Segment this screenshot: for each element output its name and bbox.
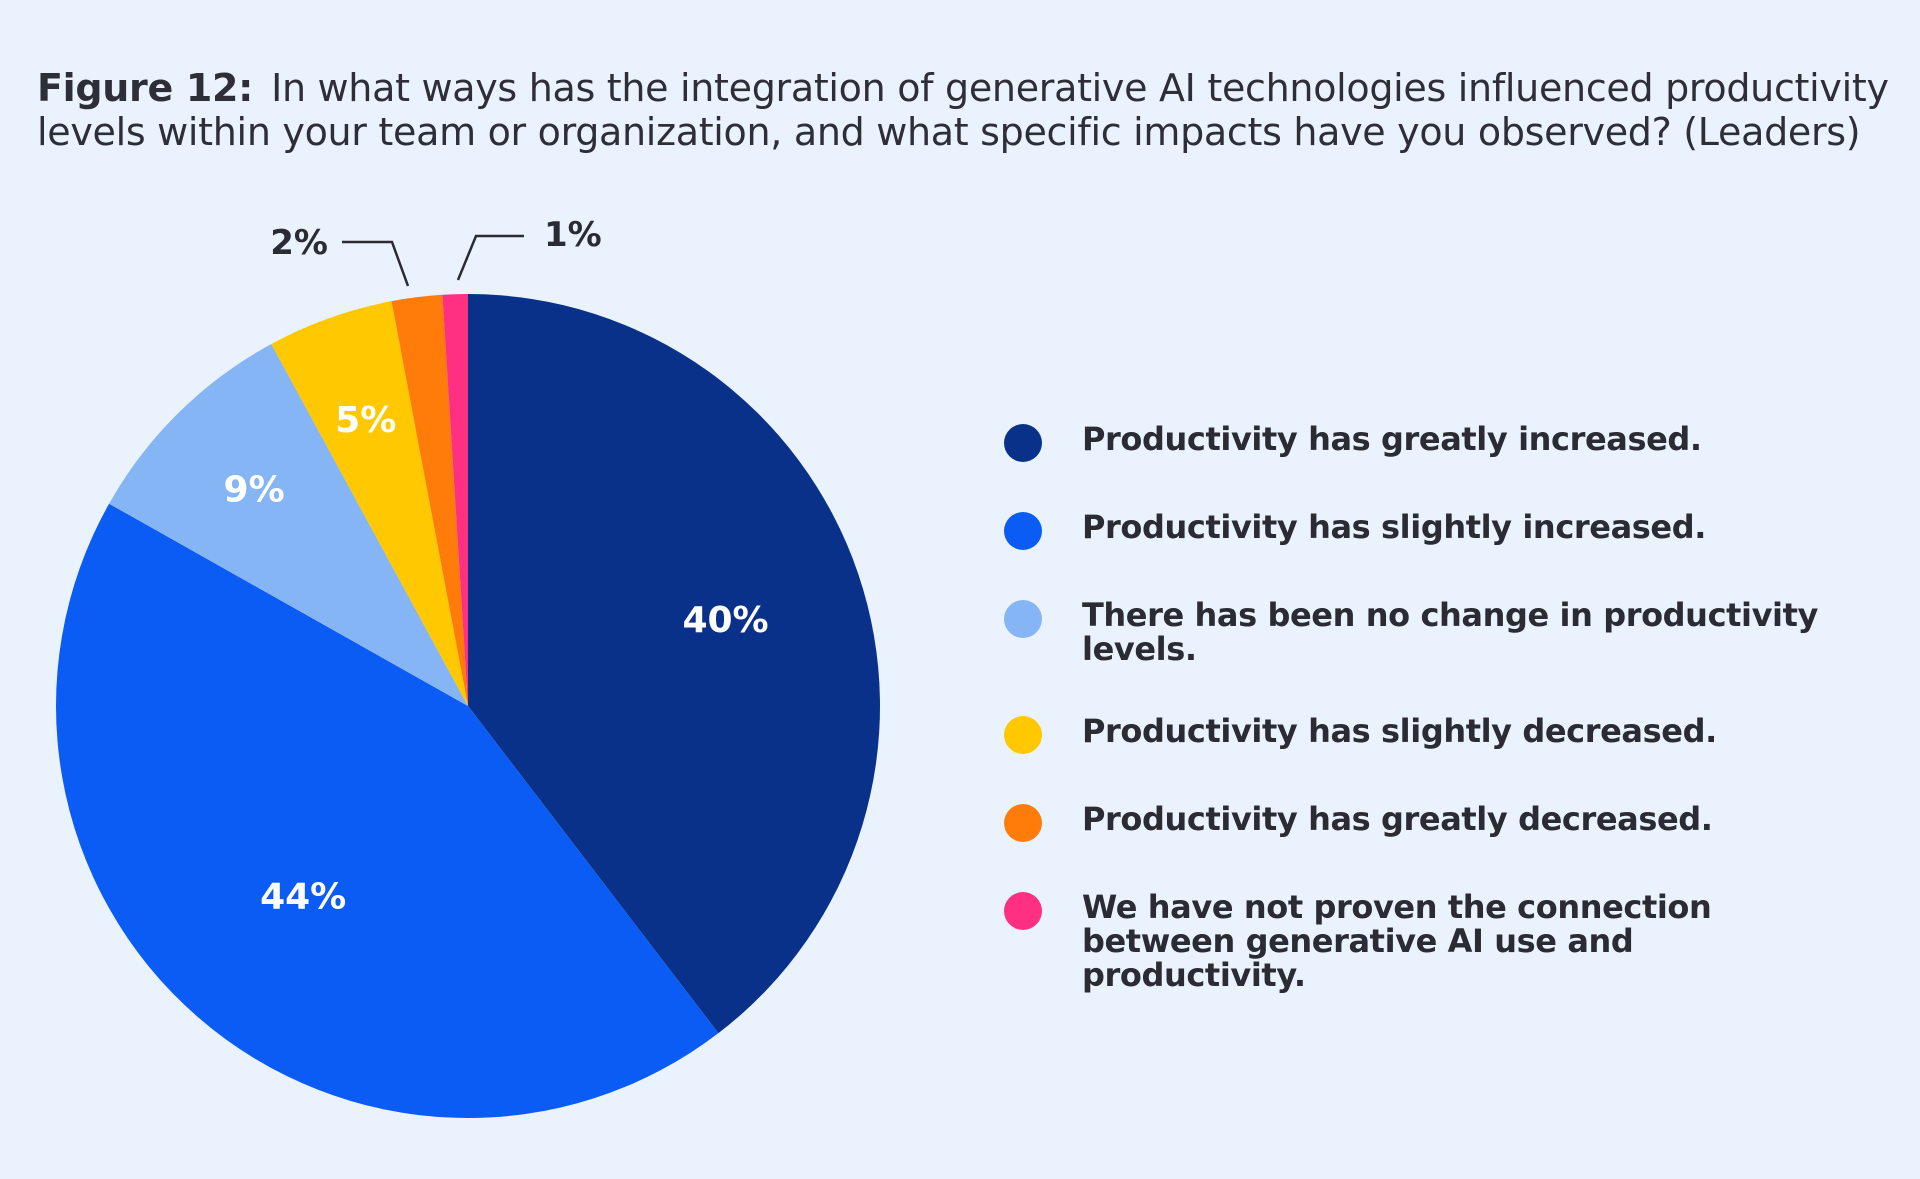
- pie-slice-2: [55, 503, 719, 1119]
- data-label-3: 9%: [224, 470, 285, 511]
- legend-swatch: [1004, 716, 1042, 754]
- callout-line-5: [342, 240, 410, 287]
- figure-label: Figure 12:: [37, 66, 254, 110]
- legend-label: We have not proven the connection betwee…: [1082, 888, 1712, 994]
- legend-label: Productivity has slightly decreased.: [1082, 712, 1717, 750]
- legend-label: Productivity has slightly increased.: [1082, 508, 1706, 546]
- data-label-2: 44%: [260, 877, 346, 918]
- legend-swatch: [1004, 424, 1042, 462]
- legend-item-1: Productivity has greatly increased.: [1004, 422, 1884, 462]
- legend-swatch: [1004, 892, 1042, 930]
- figure-question: In what ways has the integration of gene…: [37, 66, 1889, 154]
- pie-slice-3: [109, 343, 469, 706]
- legend-item-6: We have not proven the connection betwee…: [1004, 890, 1884, 992]
- data-label-5: 2%: [270, 223, 328, 263]
- chart-legend: Productivity has greatly increased. Produ…: [1004, 422, 1884, 1040]
- legend-swatch: [1004, 804, 1042, 842]
- chart-title: Figure 12: In what ways has the integrati…: [37, 66, 1897, 154]
- data-label-1: 40%: [682, 600, 768, 641]
- legend-label: Productivity has greatly increased.: [1082, 420, 1702, 458]
- callout-line-6: [456, 234, 524, 281]
- pie-slice-5: [391, 294, 468, 706]
- legend-label: There has been no change in productivity…: [1082, 596, 1818, 668]
- pie-slice-1: [468, 294, 881, 1034]
- legend-item-3: There has been no change in productivity…: [1004, 598, 1884, 666]
- legend-item-2: Productivity has slightly increased.: [1004, 510, 1884, 550]
- pie-slice-6: [442, 294, 468, 706]
- legend-item-5: Productivity has greatly decreased.: [1004, 802, 1884, 842]
- data-label-6: 1%: [544, 215, 602, 255]
- legend-swatch: [1004, 512, 1042, 550]
- legend-swatch: [1004, 600, 1042, 638]
- legend-label: Productivity has greatly decreased.: [1082, 800, 1713, 838]
- data-label-4: 5%: [335, 400, 396, 441]
- pie-slice-4: [271, 301, 468, 706]
- legend-item-4: Productivity has slightly decreased.: [1004, 714, 1884, 754]
